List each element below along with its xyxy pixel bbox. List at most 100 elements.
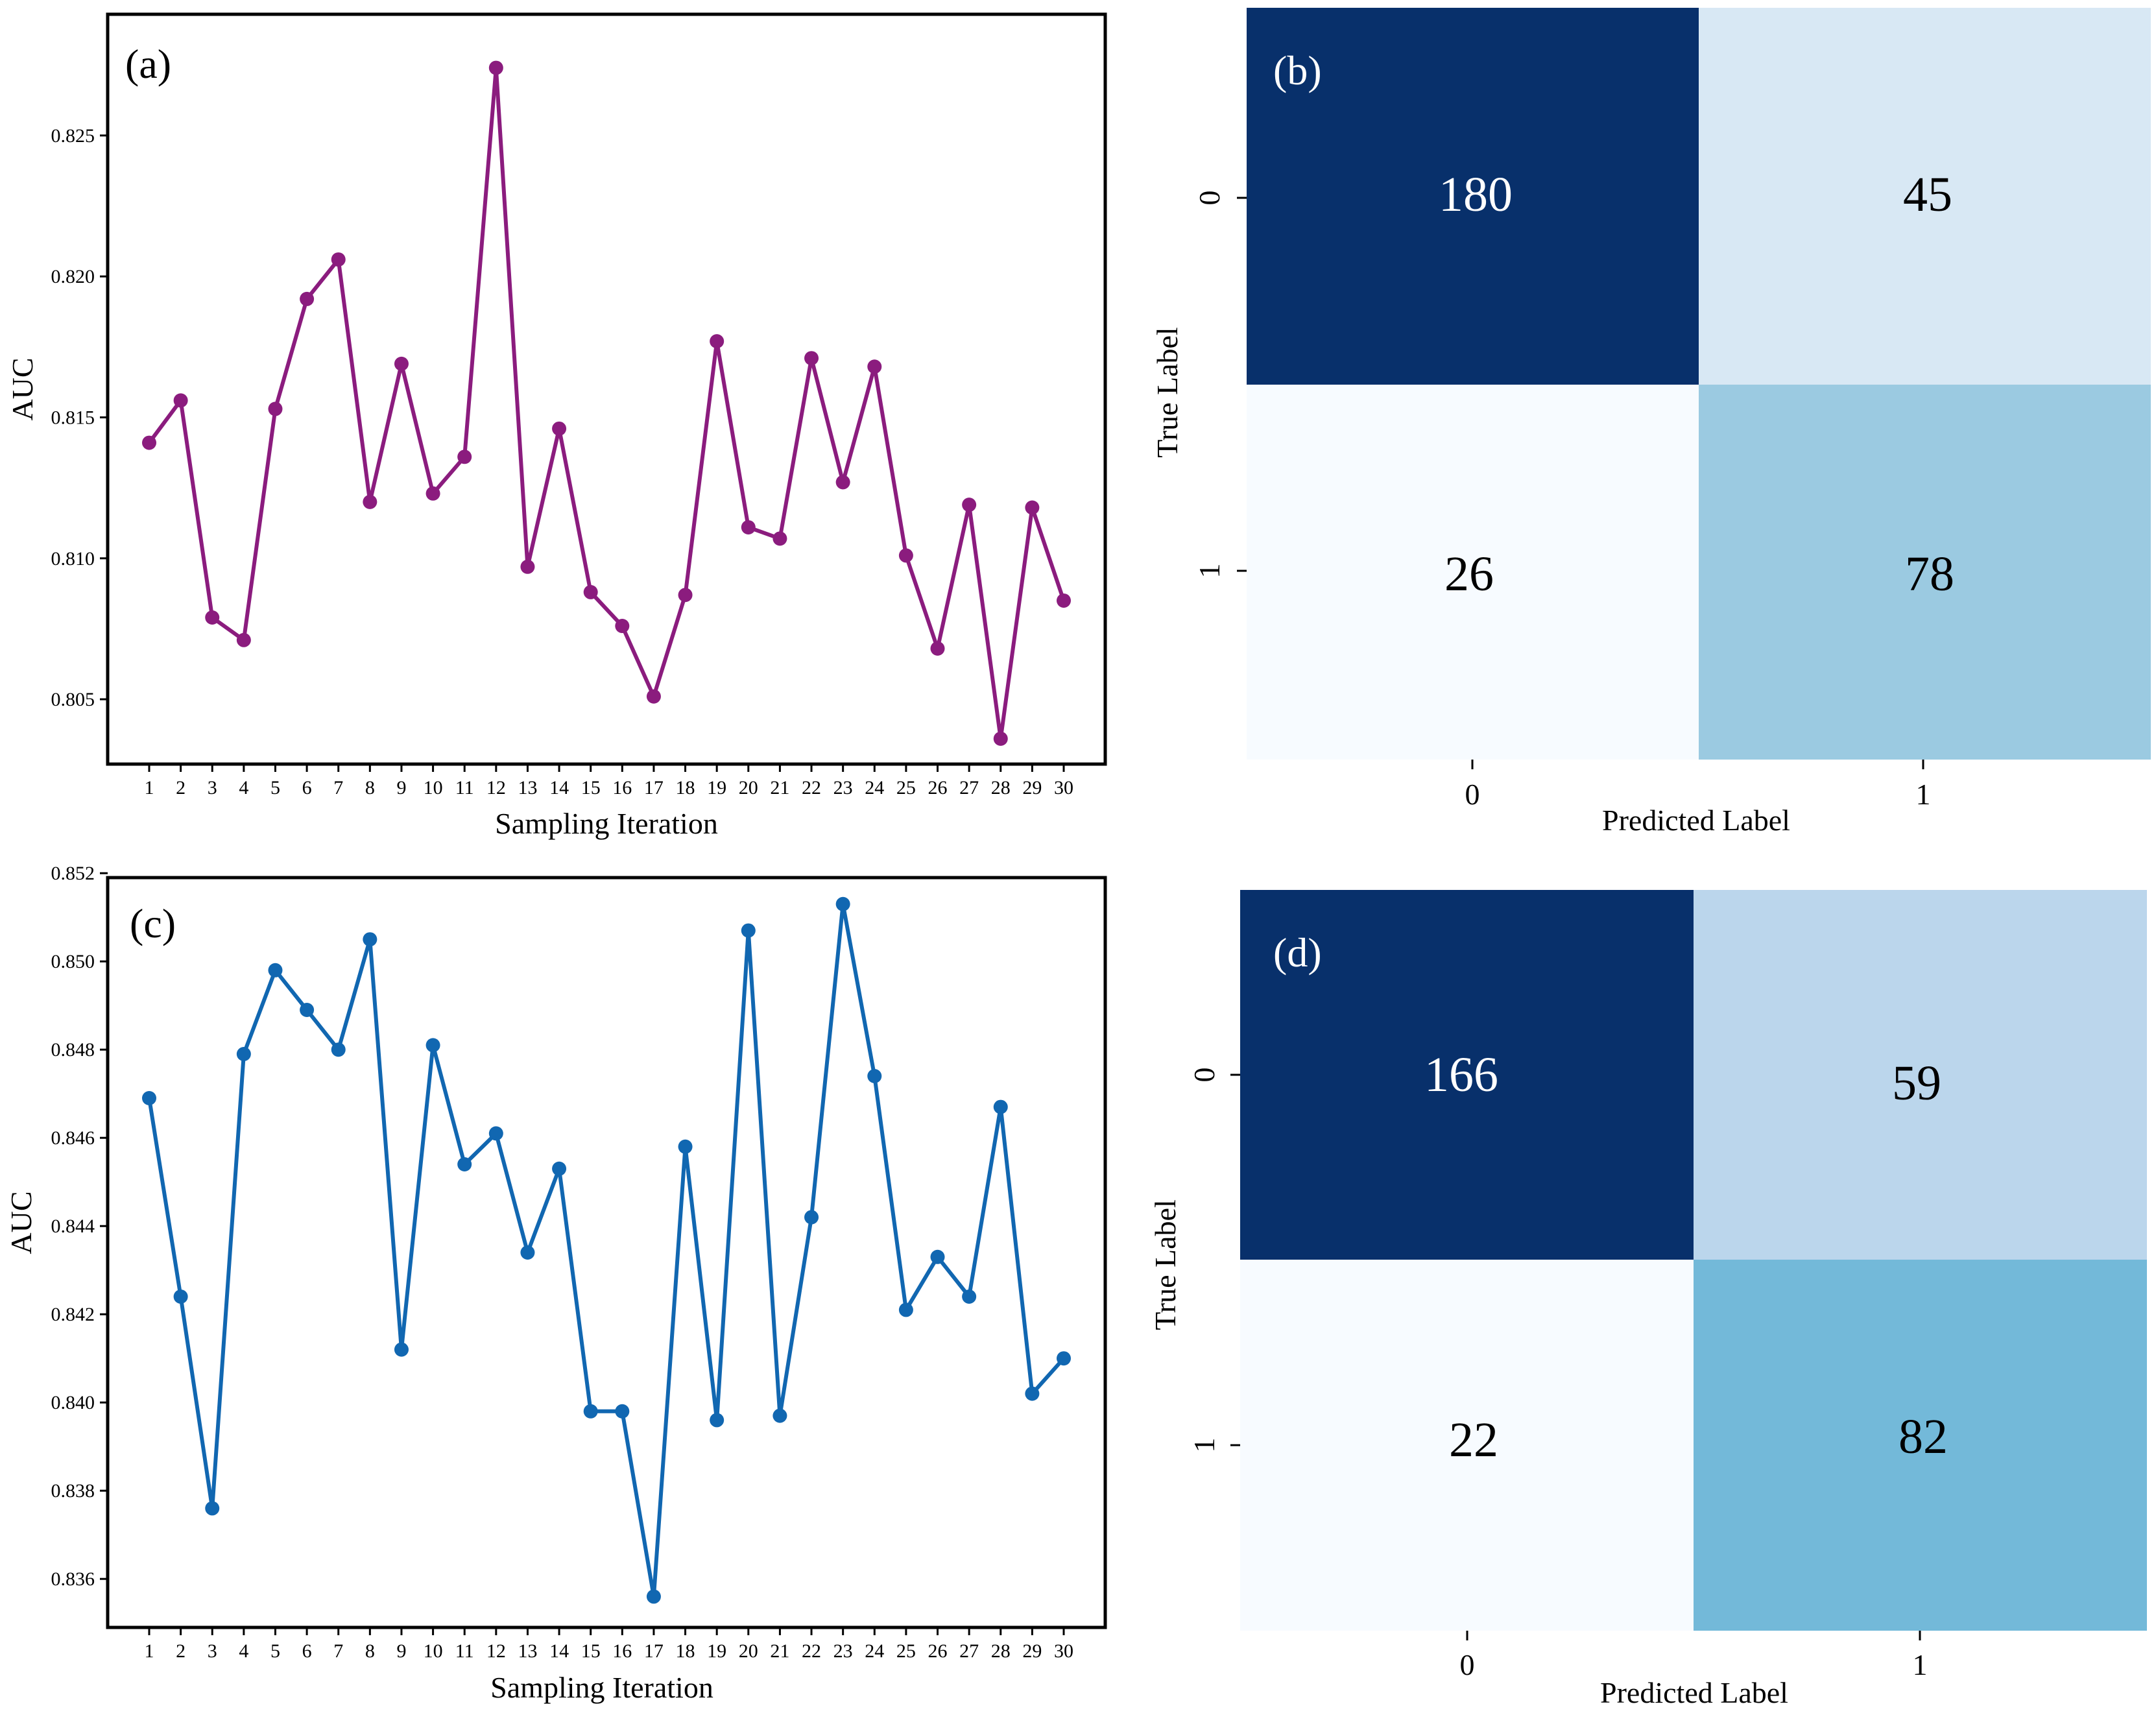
- a-data-point-18: [678, 588, 693, 603]
- c-x-tick-label-26: 26: [928, 1640, 948, 1662]
- b-panel-label: (b): [1273, 47, 1322, 93]
- a-plot-frame: [106, 12, 1107, 766]
- a-data-point-20: [741, 520, 756, 534]
- b-x-axis-label: Predicted Label: [1602, 804, 1790, 837]
- b-cell-true0-pred0: [1247, 8, 1699, 385]
- c-data-point-7: [331, 1042, 346, 1057]
- a-data-point-2: [173, 393, 188, 408]
- d-x-tick-label-0: 0: [1460, 1648, 1475, 1681]
- c-data-point-29: [1025, 1386, 1040, 1401]
- c-y-tick-label-5: 0.846: [51, 1127, 95, 1149]
- c-data-point-17: [646, 1589, 661, 1604]
- a-data-point-22: [804, 351, 819, 366]
- c-data-point-6: [300, 1003, 315, 1017]
- d-y-axis-label: True Label: [1149, 1199, 1182, 1330]
- c-x-tick-label-24: 24: [865, 1640, 884, 1662]
- a-y-tick-label-4: 0.825: [51, 125, 95, 147]
- a-series-points: [142, 60, 1071, 746]
- b-cell-true1-pred0: [1247, 385, 1699, 760]
- c-x-tick-label-28: 28: [991, 1640, 1011, 1662]
- c-plot-frame: [106, 876, 1107, 1629]
- c-x-tick-label-13: 13: [518, 1640, 537, 1662]
- a-x-tick-label-7: 7: [333, 777, 343, 798]
- a-x-tick-label-11: 11: [455, 777, 474, 798]
- b-x-tick-label-1: 1: [1916, 778, 1931, 811]
- c-x-tick-label-27: 27: [959, 1640, 979, 1662]
- c-data-point-19: [710, 1413, 725, 1428]
- c-x-tick-label-2: 2: [176, 1640, 186, 1662]
- a-series-line: [147, 67, 1066, 739]
- a-data-point-12: [488, 60, 503, 75]
- d-x-axis-label: Predicted Label: [1600, 1676, 1788, 1709]
- c-data-point-13: [520, 1245, 535, 1260]
- a-x-tick-label-23: 23: [833, 777, 853, 798]
- d-x-tick-label-1: 1: [1913, 1648, 1928, 1681]
- a-x-tick-label-9: 9: [396, 777, 406, 798]
- c-y-tick-label-3: 0.842: [51, 1304, 95, 1325]
- d-cell-true0-pred1: [1694, 890, 2147, 1260]
- a-x-tick-label-15: 15: [581, 777, 601, 798]
- c-data-point-4: [236, 1047, 251, 1061]
- c-data-point-30: [1057, 1351, 1071, 1366]
- a-data-point-28: [993, 731, 1008, 746]
- c-data-point-9: [394, 1342, 409, 1357]
- a-x-tick-label-5: 5: [270, 777, 280, 798]
- c-x-tick-label-30: 30: [1054, 1640, 1073, 1662]
- c-x-tick-label-15: 15: [581, 1640, 601, 1662]
- a-x-axis-label: Sampling Iteration: [495, 807, 718, 840]
- d-cell-true0-pred0: [1240, 890, 1694, 1260]
- a-x-tick-label-20: 20: [739, 777, 758, 798]
- c-data-point-20: [741, 923, 756, 938]
- c-x-tick-label-16: 16: [612, 1640, 632, 1662]
- a-x-tick-label-3: 3: [208, 777, 217, 798]
- a-data-point-26: [930, 641, 945, 656]
- c-y-axis-label: AUC: [5, 1191, 38, 1254]
- a-data-point-4: [236, 632, 251, 647]
- c-data-point-2: [173, 1289, 188, 1304]
- b-value-true1-pred0: 26: [1444, 547, 1494, 601]
- c-data-point-5: [268, 963, 283, 977]
- b-y-tick-label-0: 0: [1193, 191, 1226, 206]
- c-data-point-24: [867, 1069, 882, 1083]
- c-data-point-16: [615, 1404, 630, 1419]
- a-data-point-21: [773, 531, 787, 546]
- d-cell-true1-pred1: [1694, 1260, 2147, 1631]
- a-x-tick-label-13: 13: [518, 777, 537, 798]
- c-y-tick-label-6: 0.848: [51, 1039, 95, 1061]
- a-x-tick-label-16: 16: [612, 777, 632, 798]
- a-x-tick-label-8: 8: [365, 777, 375, 798]
- a-data-point-5: [268, 402, 283, 416]
- c-x-tick-label-29: 29: [1022, 1640, 1042, 1662]
- a-x-tick-label-21: 21: [770, 777, 789, 798]
- panel-b-confusion-matrix: 180 45 26 78 (b) 0 1 0 1 Predicted Label…: [1151, 8, 2151, 837]
- c-data-point-15: [583, 1404, 598, 1419]
- b-value-true0-pred1: 45: [1903, 167, 1952, 222]
- d-y-tick-label-1: 1: [1188, 1438, 1221, 1453]
- c-data-point-21: [773, 1408, 787, 1423]
- c-data-point-18: [678, 1139, 693, 1154]
- b-value-true0-pred0: 180: [1439, 167, 1513, 222]
- c-x-tick-label-14: 14: [549, 1640, 569, 1662]
- a-data-point-24: [867, 359, 882, 374]
- a-y-tick-label-2: 0.815: [51, 407, 95, 428]
- c-panel-label: (c): [130, 900, 176, 946]
- c-x-tick-label-11: 11: [455, 1640, 474, 1662]
- b-cell-true1-pred1: [1699, 385, 2151, 760]
- c-data-point-3: [205, 1501, 220, 1516]
- a-y-tick-label-3: 0.820: [51, 266, 95, 287]
- c-axis-ticks: 0.836 0.838 0.840 0.842 0.844 0.846 0.848 0.850…: [51, 863, 1074, 1662]
- d-panel-label: (d): [1273, 929, 1322, 976]
- a-data-point-14: [552, 421, 567, 436]
- c-x-tick-label-19: 19: [707, 1640, 726, 1662]
- c-data-point-11: [457, 1157, 472, 1171]
- c-x-tick-label-8: 8: [365, 1640, 375, 1662]
- a-y-axis-label: AUC: [6, 357, 39, 420]
- c-data-point-1: [142, 1091, 156, 1105]
- d-value-true1-pred0: 22: [1449, 1413, 1498, 1467]
- a-data-point-19: [710, 334, 725, 349]
- c-data-point-22: [804, 1210, 819, 1225]
- c-data-point-28: [993, 1099, 1008, 1114]
- a-x-tick-label-28: 28: [991, 777, 1011, 798]
